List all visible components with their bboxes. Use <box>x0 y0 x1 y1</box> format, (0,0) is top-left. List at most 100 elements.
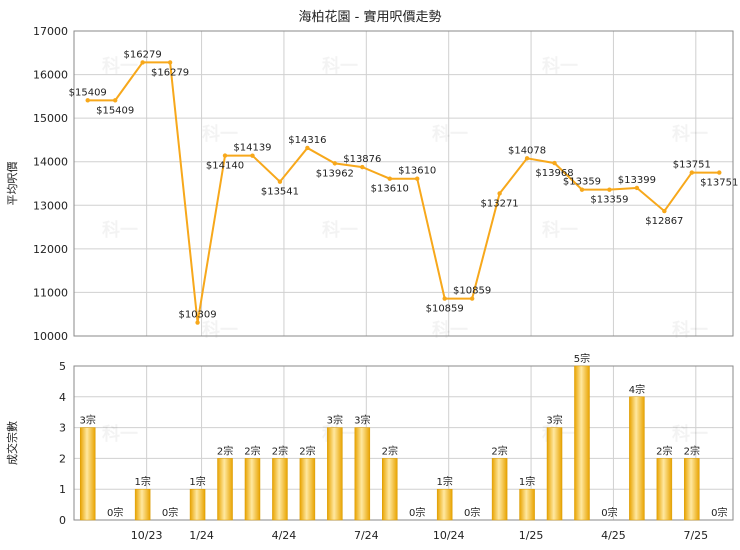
price-point-label: $13399 <box>618 175 656 186</box>
count-bar-label: 2宗 <box>382 444 398 457</box>
price-y-tick: 12000 <box>33 243 68 256</box>
count-bar <box>684 458 700 521</box>
count-y-tick: 4 <box>59 391 66 404</box>
bar-series <box>79 365 700 521</box>
count-bar <box>134 488 151 521</box>
price-point <box>689 170 695 175</box>
count-bar <box>299 458 316 521</box>
watermark-text: 科一 <box>672 319 708 341</box>
watermark-text: 科一 <box>672 123 708 145</box>
count-bar-label: 2宗 <box>491 444 507 457</box>
price-point-label: $14078 <box>508 145 546 156</box>
count-bar-label: 2宗 <box>244 444 260 457</box>
price-point <box>552 160 557 166</box>
count-bar-label: 3宗 <box>354 414 370 427</box>
count-plot-frame <box>73 365 734 521</box>
price-point <box>277 179 283 184</box>
price-y-tick: 14000 <box>33 156 68 169</box>
price-point-label: $13359 <box>563 177 601 188</box>
x-tick-label: 4/24 <box>272 529 297 542</box>
price-point <box>387 176 392 181</box>
count-bar <box>656 458 673 521</box>
count-bar-label: 0宗 <box>711 506 727 519</box>
watermark-layer: 科一科一科一科一科一科一科一科一科一科一科一科一科一科一科一科一 <box>102 55 708 445</box>
price-point <box>250 153 255 158</box>
price-point <box>415 176 420 181</box>
count-bar-label: 1宗 <box>189 475 205 488</box>
count-y-tick: 3 <box>59 422 66 435</box>
count-bar-label: 4宗 <box>629 383 645 396</box>
price-point <box>195 320 200 325</box>
price-y-axis-title: 平均呎價 <box>5 162 19 206</box>
price-point <box>607 187 612 192</box>
price-point-label: $12867 <box>645 216 683 227</box>
count-bar-label: 0宗 <box>464 506 480 519</box>
price-line-series <box>85 60 722 325</box>
x-tick-label: 10/24 <box>433 529 465 542</box>
count-bar <box>491 458 508 521</box>
price-point-label: $13876 <box>343 154 381 165</box>
price-point-label: $10859 <box>453 286 491 297</box>
watermark-text: 科一 <box>102 423 138 445</box>
price-line <box>87 61 720 323</box>
count-bar <box>79 427 96 521</box>
count-bar <box>244 458 261 521</box>
chart-title: 海柏花園 - 實用呎價走勢 <box>298 10 442 25</box>
price-point <box>305 145 310 151</box>
x-tick-label: 7/25 <box>683 529 708 542</box>
price-point-label: $13541 <box>261 187 299 198</box>
count-bar-label: 0宗 <box>409 506 425 519</box>
count-y-tick: 5 <box>59 360 66 373</box>
watermark-text: 科一 <box>432 123 468 145</box>
watermark-text: 科一 <box>672 423 708 445</box>
count-bar-label: 2宗 <box>272 444 288 457</box>
price-point-label: $14139 <box>233 143 271 154</box>
x-tick-label: 10/23 <box>131 529 163 542</box>
price-point-label: $15409 <box>96 105 134 116</box>
price-y-tick: 10000 <box>33 330 68 343</box>
count-bar-label: 0宗 <box>107 506 123 519</box>
count-y-axis-title: 成交宗數 <box>5 421 19 465</box>
plot-frames <box>73 30 734 521</box>
watermark-text: 科一 <box>202 319 238 341</box>
price-point-label: $13751 <box>673 160 711 171</box>
price-point <box>634 185 640 191</box>
watermark-text: 科一 <box>202 123 238 145</box>
watermark-text: 科一 <box>102 219 138 241</box>
x-tick-label: 7/24 <box>354 529 379 542</box>
price-plot-frame <box>73 30 734 337</box>
count-bar <box>189 488 206 521</box>
price-point <box>85 98 90 103</box>
price-point-label: $14140 <box>206 161 244 172</box>
count-bar <box>629 396 645 521</box>
count-y-tick: 2 <box>59 452 66 465</box>
price-y-tick: 13000 <box>33 199 68 212</box>
count-bar-label: 2宗 <box>217 444 233 457</box>
count-bar-label: 5宗 <box>574 352 590 365</box>
count-bar-label: 0宗 <box>162 506 178 519</box>
count-bar <box>546 427 563 521</box>
price-point-label: $13271 <box>481 198 519 209</box>
watermark-text: 科一 <box>432 319 468 341</box>
price-point-label: $10309 <box>178 310 216 321</box>
price-y-tick: 17000 <box>33 25 68 38</box>
price-point-label: $10859 <box>426 304 464 315</box>
price-y-tick: 11000 <box>33 286 68 299</box>
count-bar <box>574 365 590 521</box>
x-tick-label: 4/25 <box>601 529 626 542</box>
price-point <box>497 191 502 196</box>
price-point <box>469 296 475 301</box>
price-point <box>222 153 228 158</box>
watermark-text: 科一 <box>542 55 578 77</box>
data-label-layer: 3宗 0宗 1宗 0宗 1宗 2宗 2宗 2宗 2宗 3宗 3宗 2宗 0宗 1宗 0宗 2宗 1宗 3宗 5宗 0宗… <box>69 49 739 519</box>
x-tick-label: 1/24 <box>189 529 214 542</box>
price-point <box>140 60 145 65</box>
price-point <box>332 161 338 166</box>
price-point-label: $13610 <box>371 184 409 195</box>
count-bar <box>272 458 288 521</box>
price-point <box>167 60 173 65</box>
price-point-label: $16279 <box>151 67 189 78</box>
price-point-label: $16279 <box>124 49 162 60</box>
